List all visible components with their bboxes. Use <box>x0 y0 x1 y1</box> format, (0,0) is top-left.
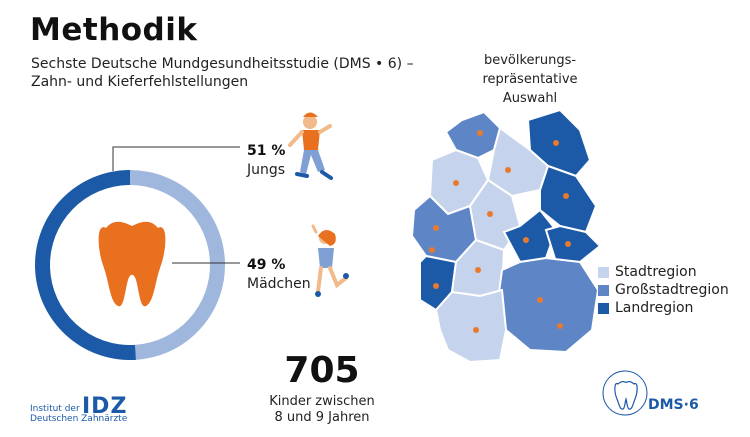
legend-item-grossstadtregion: Großstadtregion <box>598 282 729 298</box>
map-title-line-3: Auswahl <box>502 91 558 106</box>
dms-logo-ring <box>602 370 648 416</box>
legend-label: Landregion <box>615 300 694 316</box>
subtitle-line-2: Zahn- und Kieferfehlstellungen <box>31 74 249 90</box>
legend-label: Großstadtregion <box>615 282 729 298</box>
girls-percentage: 49 % <box>247 257 286 273</box>
boy-figure-icon <box>288 112 333 180</box>
girls-label: Mädchen <box>247 276 311 292</box>
idz-text-line-1: Institut der <box>30 404 80 414</box>
idz-logo: IDZ <box>82 394 128 419</box>
germany-map <box>410 108 602 364</box>
idz-text-line-2: Deutschen Zahnärzte <box>30 414 128 424</box>
children-description-line-1: Kinder zwischen <box>269 394 375 409</box>
map-title-line-1: bevölkerungs- <box>483 53 577 68</box>
subtitle-line-1: Sechste Deutsche Mundgesundheitsstudie (… <box>31 56 414 72</box>
tooth-icon <box>98 221 166 307</box>
boys-percentage: 51 % <box>247 143 286 159</box>
children-description-line-2: 8 und 9 Jahren <box>274 410 370 425</box>
map-region-bavaria <box>496 256 600 354</box>
total-children-count: 705 <box>284 350 360 391</box>
legend-item-landregion: Landregion <box>598 300 693 316</box>
legend-swatch <box>598 284 609 296</box>
legend-label: Stadtregion <box>615 264 697 280</box>
page-title: Methodik <box>30 12 198 48</box>
boys-leader-line <box>112 146 240 171</box>
map-region-saxony <box>544 224 602 263</box>
donut-slice-mdchen <box>130 170 225 360</box>
dms-logo: DMS·6 <box>648 397 699 413</box>
map-title-line-2: repräsentative <box>482 72 578 87</box>
boys-label: Jungs <box>247 162 286 178</box>
donut-slice-jungs <box>34 170 136 361</box>
legend-swatch <box>598 302 609 314</box>
map-region-baden <box>434 288 508 364</box>
legend-swatch <box>598 266 609 278</box>
map-region-north-west <box>444 110 502 160</box>
legend-item-stadtregion: Stadtregion <box>598 264 697 280</box>
donut-slices <box>34 170 225 361</box>
girl-figure-icon <box>311 224 349 297</box>
